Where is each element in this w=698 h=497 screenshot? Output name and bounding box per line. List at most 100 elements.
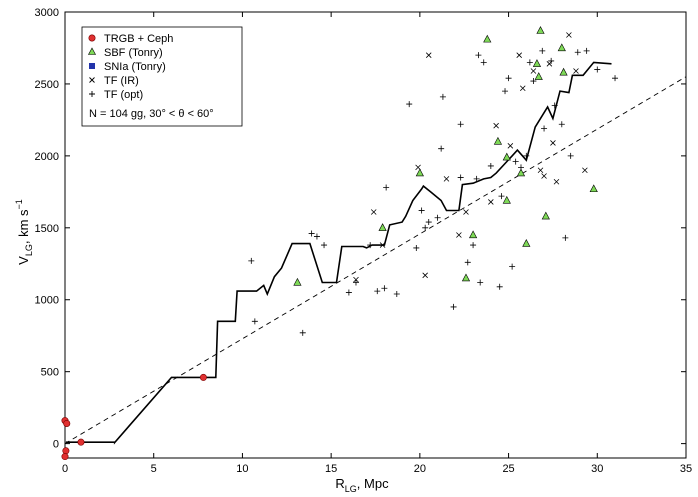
tf-opt-point (248, 257, 255, 264)
sbf-point (589, 184, 598, 193)
tf-opt-point (457, 121, 464, 128)
x-tick-label: 30 (591, 463, 603, 475)
tf-opt-point (425, 219, 432, 226)
tf-ir-point (443, 176, 450, 182)
y-label-main: V (16, 256, 31, 265)
trgb-ceph-point (61, 453, 69, 461)
tf-opt-point (487, 162, 494, 169)
x-tick-label: 35 (680, 463, 692, 475)
y-tick-label: 2000 (35, 151, 59, 163)
x-label-main: R (335, 476, 344, 491)
tf-opt-point (381, 285, 388, 292)
linear-fit-line (64, 76, 687, 444)
tf-ir-point (415, 164, 421, 171)
y-axis-label: VLG, km s−1 (14, 199, 34, 265)
tf-ir-point (582, 167, 588, 174)
tf-opt-point (612, 75, 619, 82)
sbf-point (557, 43, 566, 52)
tf-ir-point (553, 178, 560, 185)
tf-opt-point (496, 283, 503, 290)
y-tick-label: 500 (41, 367, 59, 379)
x-tick-label: 25 (502, 463, 514, 475)
tf-opt-point (418, 207, 425, 214)
legend-label: TF (opt) (104, 89, 143, 101)
legend-triangle-icon (87, 47, 97, 55)
y-tick-label: 2500 (35, 79, 59, 91)
legend-plus-icon (89, 91, 95, 97)
tf-ir-point (422, 272, 428, 279)
tf-opt-point (509, 263, 516, 270)
tf-ir-point (488, 199, 494, 205)
y-label-sub: LG (24, 244, 34, 256)
sbf-point (532, 59, 542, 67)
sbf-point (502, 195, 511, 204)
legend-entry-trgb: TRGB + Ceph (88, 33, 173, 45)
tf-opt-point (464, 259, 471, 266)
tf-opt-point (505, 75, 512, 82)
tf-opt-point (450, 303, 457, 310)
legend-box (81, 26, 243, 127)
sbf-point (483, 34, 492, 43)
tf-opt-point (308, 230, 315, 237)
markers-layer (61, 26, 619, 461)
tf-ir-point (425, 52, 432, 58)
tf-opt-point (583, 47, 590, 54)
x-tick-label: 5 (151, 463, 157, 475)
x-label-tail: , Mpc (357, 476, 389, 491)
legend-label: SNIa (Tonry) (104, 61, 166, 73)
tf-opt-point (367, 242, 374, 249)
tf-opt-point (562, 234, 569, 241)
trgb-ceph-point (63, 419, 71, 427)
tf-opt-point (523, 152, 530, 159)
tf-opt-point (393, 290, 400, 297)
tf-ir-point (379, 242, 386, 248)
legend-label: TF (IR) (104, 75, 139, 87)
tf-ir-point (530, 68, 537, 74)
tf-ir-point (516, 52, 522, 58)
plot-frame (64, 11, 687, 459)
lines-layer (64, 61, 687, 445)
tf-opt-point (530, 78, 537, 85)
sbf-point (293, 277, 302, 286)
tf-opt-point (567, 152, 574, 159)
tf-opt-point (558, 121, 565, 128)
sbf-point (541, 211, 550, 220)
x-axis: 0 5 10 15 20 25 30 35 (62, 12, 692, 475)
x-tick-label: 15 (325, 463, 337, 475)
sbf-point (468, 230, 478, 239)
y-label-tail: , km s (16, 209, 31, 244)
tf-opt-point (313, 233, 320, 240)
tf-opt-point (512, 158, 519, 165)
x-tick-label: 20 (414, 463, 426, 475)
tf-opt-point (434, 214, 441, 221)
y-tick-label: 0 (53, 439, 59, 451)
tf-ir-point (370, 209, 377, 215)
tf-opt-point (551, 102, 558, 109)
tf-opt-point (548, 57, 555, 64)
tf-ir-point (573, 68, 579, 74)
tf-opt-point (470, 242, 477, 249)
tf-opt-point (594, 66, 601, 73)
tf-opt-point (574, 49, 581, 56)
sbf-point (516, 168, 526, 177)
tf-opt-point (539, 47, 546, 54)
y-tick-label: 1000 (35, 295, 59, 307)
tf-opt-point (526, 59, 533, 66)
tf-ir-point (493, 122, 499, 129)
legend-x-icon (89, 77, 95, 83)
legend-entry-tf-opt: TF (opt) (89, 89, 143, 101)
tf-ir-point (550, 140, 556, 146)
sbf-point (536, 26, 545, 34)
y-label-sup: −1 (14, 199, 24, 209)
sbf-point (502, 152, 511, 161)
tf-opt-point (477, 279, 484, 286)
tf-opt-point (422, 224, 429, 231)
trgb-ceph-point (77, 438, 85, 446)
legend-circle-icon (88, 34, 96, 42)
x-axis-label: RLG, Mpc (335, 476, 389, 494)
tf-opt-point (439, 93, 446, 100)
x-tick-label: 10 (236, 463, 248, 475)
tf-opt-point (473, 175, 480, 182)
legend-label: TRGB + Ceph (104, 33, 173, 45)
